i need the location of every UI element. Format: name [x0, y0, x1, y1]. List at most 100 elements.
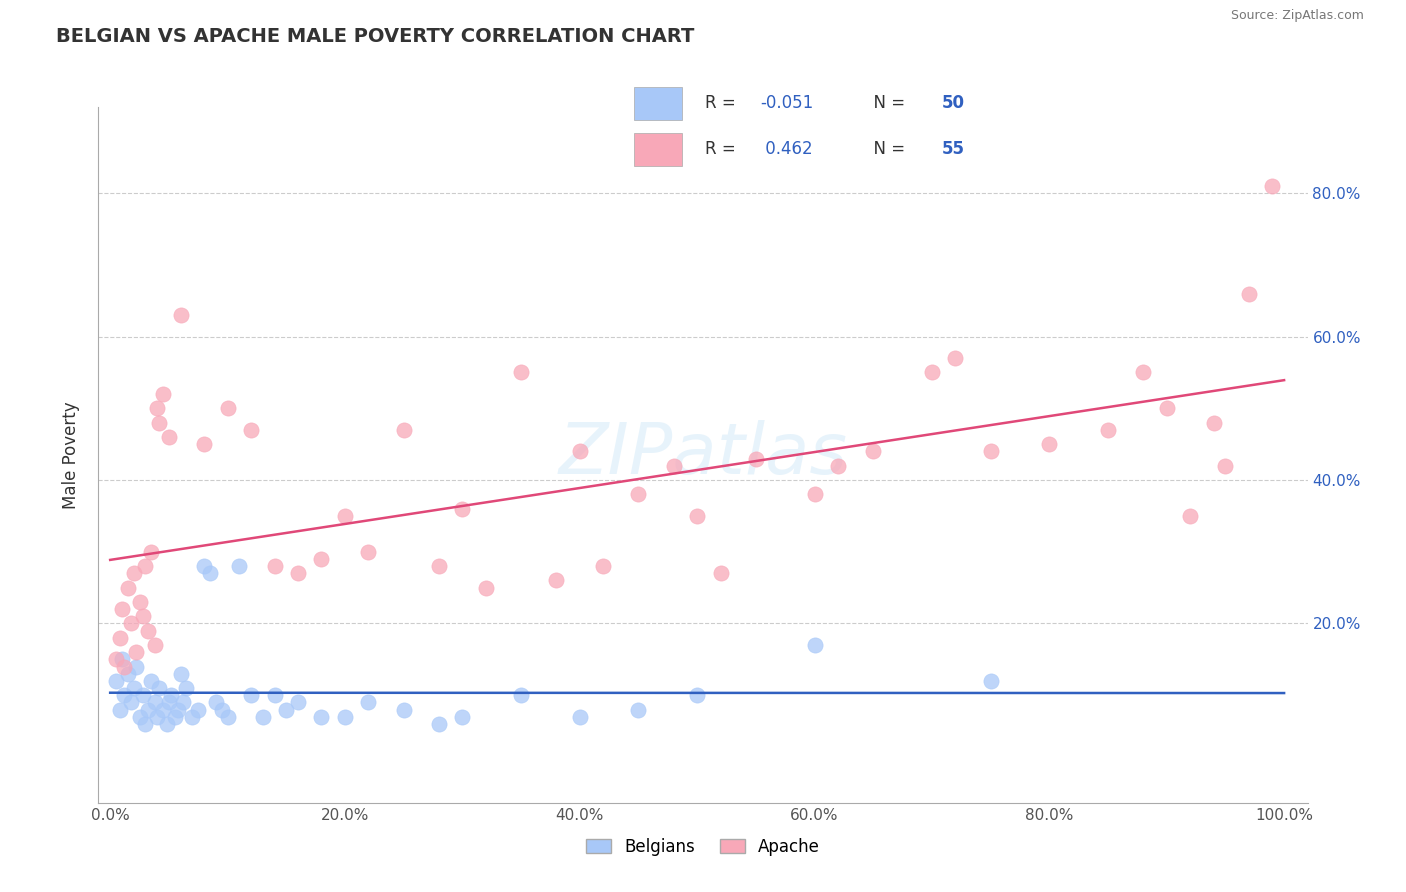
Point — [108, 631, 131, 645]
Point — [333, 710, 356, 724]
Point — [240, 688, 263, 702]
Point — [745, 451, 768, 466]
Point — [1237, 286, 1260, 301]
Point — [122, 566, 145, 581]
Point — [686, 688, 709, 702]
Point — [827, 458, 849, 473]
Point — [357, 695, 380, 709]
Point — [392, 702, 415, 716]
Point — [228, 559, 250, 574]
Point — [427, 717, 450, 731]
Point — [1202, 416, 1225, 430]
Point — [152, 387, 174, 401]
Point — [427, 559, 450, 574]
Text: Source: ZipAtlas.com: Source: ZipAtlas.com — [1230, 9, 1364, 22]
Point — [157, 430, 180, 444]
Point — [263, 688, 285, 702]
Y-axis label: Male Poverty: Male Poverty — [62, 401, 80, 508]
Point — [204, 695, 226, 709]
Point — [134, 559, 156, 574]
Point — [357, 545, 380, 559]
Text: R =: R = — [706, 95, 741, 112]
Point — [1132, 366, 1154, 380]
Point — [143, 695, 166, 709]
Point — [686, 508, 709, 523]
Point — [662, 458, 685, 473]
Point — [146, 401, 169, 416]
Point — [125, 659, 148, 673]
Point — [132, 688, 155, 702]
Text: N =: N = — [863, 141, 910, 159]
Point — [152, 702, 174, 716]
Point — [148, 416, 170, 430]
Point — [108, 702, 131, 716]
Point — [1156, 401, 1178, 416]
Point — [136, 702, 159, 716]
Point — [134, 717, 156, 731]
Point — [252, 710, 274, 724]
Point — [510, 366, 533, 380]
Point — [105, 673, 128, 688]
Text: R =: R = — [706, 141, 741, 159]
Point — [945, 351, 967, 365]
Point — [451, 710, 474, 724]
Text: 0.462: 0.462 — [761, 141, 813, 159]
Point — [287, 566, 309, 581]
Point — [169, 308, 191, 322]
Point — [117, 666, 139, 681]
Point — [1215, 458, 1237, 473]
Point — [240, 423, 263, 437]
Point — [217, 401, 239, 416]
Point — [803, 638, 825, 652]
Point — [148, 681, 170, 695]
Text: -0.051: -0.051 — [761, 95, 814, 112]
Point — [1038, 437, 1060, 451]
Point — [921, 366, 943, 380]
Point — [112, 688, 135, 702]
FancyBboxPatch shape — [634, 134, 682, 166]
Point — [263, 559, 285, 574]
Point — [146, 710, 169, 724]
Point — [568, 444, 591, 458]
Text: N =: N = — [863, 95, 910, 112]
Point — [1097, 423, 1119, 437]
Point — [276, 702, 298, 716]
Point — [475, 581, 498, 595]
Point — [392, 423, 415, 437]
Point — [176, 681, 198, 695]
Point — [510, 688, 533, 702]
Point — [980, 444, 1002, 458]
Point — [803, 487, 825, 501]
Point — [128, 710, 150, 724]
Point — [117, 581, 139, 595]
Point — [181, 710, 204, 724]
Point — [333, 508, 356, 523]
Point — [132, 609, 155, 624]
Text: 55: 55 — [942, 141, 965, 159]
Point — [710, 566, 733, 581]
Point — [120, 695, 142, 709]
Point — [592, 559, 614, 574]
Point — [862, 444, 884, 458]
Point — [125, 645, 148, 659]
Point — [451, 501, 474, 516]
Point — [311, 710, 333, 724]
Point — [169, 666, 191, 681]
Point — [141, 673, 163, 688]
Point — [980, 673, 1002, 688]
Point — [627, 487, 650, 501]
Point — [1180, 508, 1202, 523]
Point — [128, 595, 150, 609]
Point — [112, 659, 135, 673]
Text: 50: 50 — [942, 95, 965, 112]
Point — [141, 545, 163, 559]
Point — [1261, 178, 1284, 193]
Point — [136, 624, 159, 638]
Point — [160, 688, 183, 702]
Point — [120, 616, 142, 631]
Point — [172, 695, 194, 709]
Legend: Belgians, Apache: Belgians, Apache — [578, 830, 828, 864]
Point — [627, 702, 650, 716]
Point — [287, 695, 309, 709]
Point — [111, 652, 134, 666]
